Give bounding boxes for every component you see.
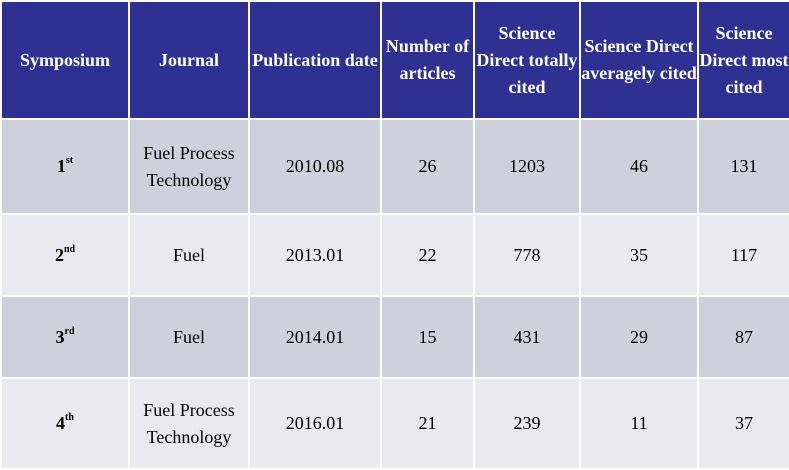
ordinal-suffix: st	[65, 155, 74, 166]
date-cell: 2013.01	[248, 213, 382, 297]
articles-cell: 21	[380, 377, 475, 470]
symposium-cell: 1st	[0, 118, 130, 215]
symposium-cell: 2nd	[0, 213, 130, 297]
journal-cell: Fuel	[128, 213, 250, 297]
ordinal-suffix: rd	[64, 325, 75, 337]
total-cited-cell: 431	[473, 295, 581, 379]
header-publication-date: Publication date	[248, 0, 382, 120]
journal-cell: Fuel Process Technology	[128, 377, 250, 470]
date-cell: 2016.01	[248, 377, 382, 470]
symposium-cell: 3rd	[0, 295, 130, 379]
average-cited-cell: 11	[579, 377, 699, 470]
ordinal-suffix: th	[65, 412, 74, 423]
header-averagely-cited: Science Direct averagely cited	[579, 0, 699, 120]
most-cited-cell: 87	[697, 295, 789, 379]
ordinal-suffix: nd	[63, 243, 76, 255]
symposium-number: 4	[56, 413, 66, 433]
table-row: 2nd Fuel 2013.01 22 778 35 117	[0, 213, 789, 297]
header-most-cited: Science Direct most cited	[697, 0, 789, 120]
header-totally-cited: Science Direct totally cited	[473, 0, 581, 120]
total-cited-cell: 778	[473, 213, 581, 297]
average-cited-cell: 35	[579, 213, 699, 297]
most-cited-cell: 131	[697, 118, 789, 215]
journal-cell: Fuel	[128, 295, 250, 379]
journal-cell: Fuel Process Technology	[128, 118, 250, 215]
articles-cell: 22	[380, 213, 475, 297]
articles-cell: 15	[380, 295, 475, 379]
average-cited-cell: 46	[579, 118, 699, 215]
header-row: Symposium Journal Publication date Numbe…	[0, 0, 789, 120]
symposium-number: 1	[56, 156, 66, 176]
symposium-cell: 4th	[0, 377, 130, 470]
most-cited-cell: 37	[697, 377, 789, 470]
articles-cell: 26	[380, 118, 475, 215]
header-number-of-articles: Number of articles	[380, 0, 475, 120]
header-journal: Journal	[128, 0, 250, 120]
table-row: 3rd Fuel 2014.01 15 431 29 87	[0, 295, 789, 379]
table-row: 4th Fuel Process Technology 2016.01 21 2…	[0, 377, 789, 470]
symposium-number: 2	[54, 244, 64, 265]
date-cell: 2010.08	[248, 118, 382, 215]
average-cited-cell: 29	[579, 295, 699, 379]
symposium-number: 3	[55, 326, 65, 347]
most-cited-cell: 117	[697, 213, 789, 297]
table-row: 1st Fuel Process Technology 2010.08 26 1…	[0, 118, 789, 215]
header-symposium: Symposium	[0, 0, 130, 120]
date-cell: 2014.01	[248, 295, 382, 379]
total-cited-cell: 1203	[473, 118, 581, 215]
total-cited-cell: 239	[473, 377, 581, 470]
